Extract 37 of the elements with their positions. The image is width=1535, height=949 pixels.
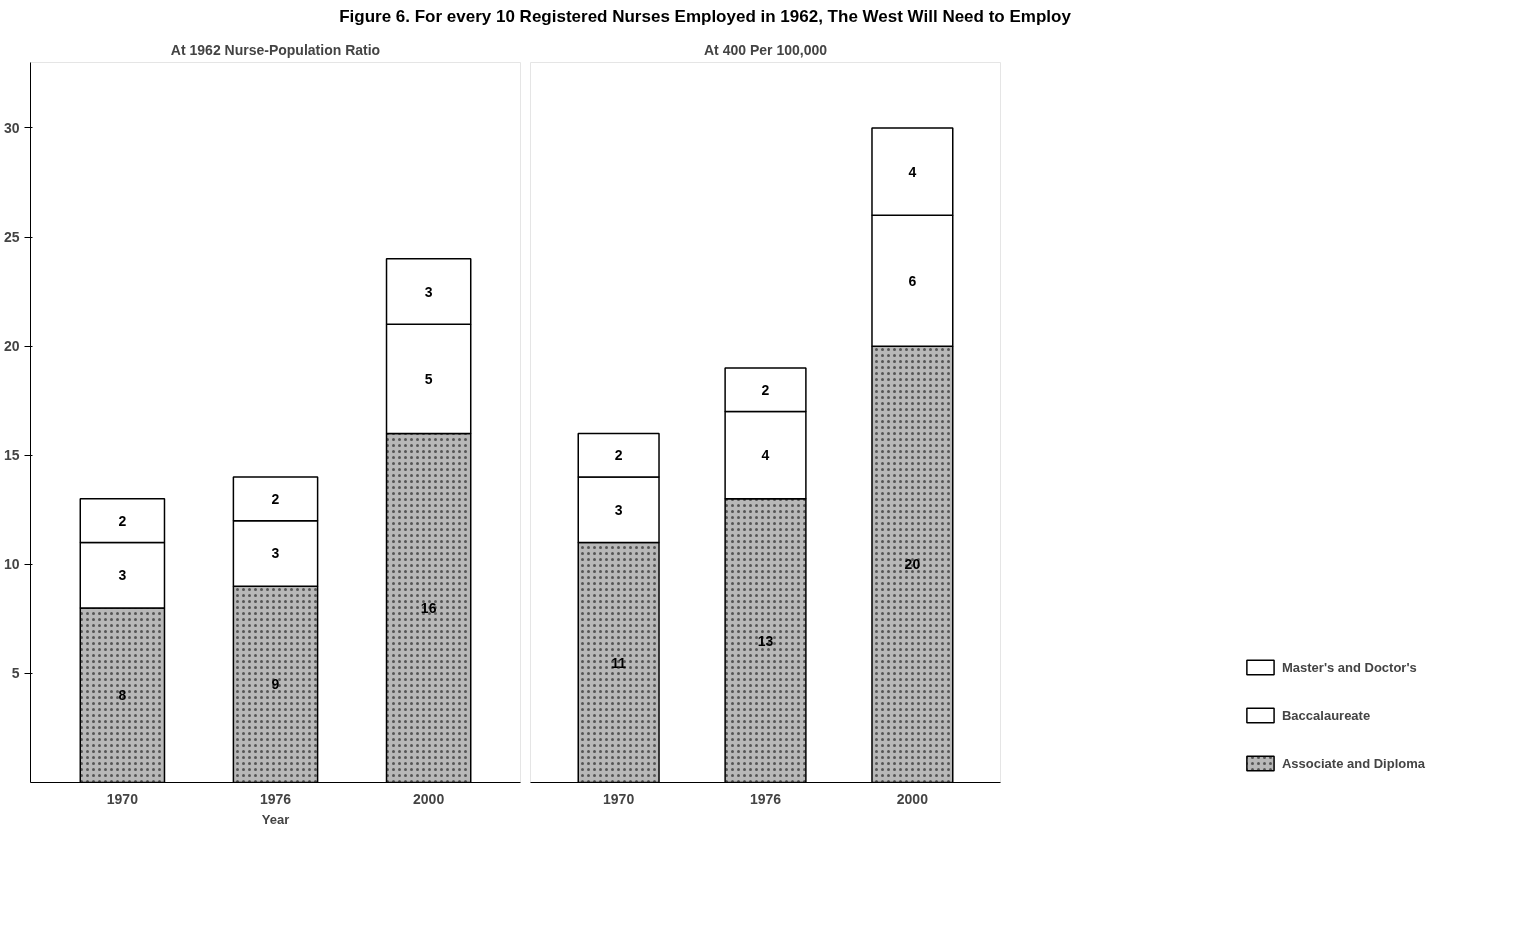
chart-title: At 400 Per 100,000 [704, 41, 828, 58]
data-label: 4 [908, 163, 917, 180]
data-label: 8 [118, 687, 127, 704]
x-tick-label: 2000 [413, 790, 445, 807]
data-label: 3 [424, 283, 433, 300]
y-tick-label: 25 [3, 229, 20, 246]
y-tick-label: 5 [11, 665, 20, 682]
x-tick-label: 1970 [106, 790, 139, 807]
data-label: 9 [271, 676, 280, 693]
text: Figure 6. For every 10 Registered Nurses Employed in 1962, The West Will Need to Employ [339, 7, 1071, 26]
data-label: 20 [904, 556, 921, 573]
legend-label: Associate and Diploma [1281, 755, 1426, 771]
data-label: 5 [424, 371, 433, 388]
data-label: 2 [761, 382, 770, 399]
x-tick-label: 2000 [896, 790, 929, 807]
data-label: 6 [908, 272, 917, 289]
y-tick-label: 30 [3, 120, 20, 137]
x-axis-title: Year [261, 811, 290, 827]
y-tick-label: 15 [3, 447, 20, 464]
data-label: 3 [118, 567, 127, 584]
y-tick-label: 10 [3, 556, 20, 573]
data-label: 2 [118, 512, 127, 529]
data-label: 16 [420, 600, 437, 617]
x-tick-label: 1970 [603, 790, 635, 807]
x-tick-label: 1976 [259, 790, 292, 807]
x-tick-label: 1976 [749, 790, 782, 807]
legend-label: Baccalaureate [1281, 707, 1371, 723]
chart-title: At 1962 Nurse-Population Ratio [170, 41, 381, 58]
data-label: 3 [614, 502, 623, 519]
legend-label: Master's and Doctor's [1281, 659, 1417, 675]
data-label: 3 [271, 545, 280, 562]
data-label: 2 [614, 447, 623, 464]
data-label: 11 [611, 654, 627, 671]
data-label: 13 [757, 632, 774, 649]
data-label: 4 [761, 447, 770, 464]
y-tick-label: 20 [3, 338, 20, 355]
data-label: 2 [271, 491, 280, 508]
